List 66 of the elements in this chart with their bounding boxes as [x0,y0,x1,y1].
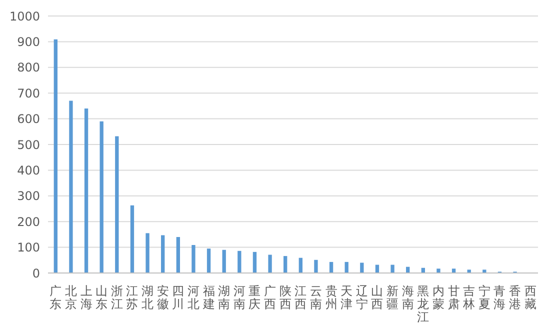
x-tick-label: 贵州 [325,284,338,311]
bar [344,262,348,273]
y-tick-label: 400 [17,163,40,178]
y-tick-label: 800 [17,60,40,75]
bar [192,244,196,273]
y-tick-label: 300 [17,189,40,204]
y-tick-label: 100 [17,240,40,255]
x-tick-label: 山东 [96,284,108,311]
x-tick-label: 湖南 [218,284,230,311]
x-tick-label: 青海 [494,284,506,311]
bar [84,108,88,273]
x-tick-label: 西藏 [524,284,536,311]
bar [360,262,364,273]
x-tick-label: 天津 [340,284,353,311]
x-tick-label: 北京 [64,284,77,311]
x-tick-label: 广西 [264,284,276,311]
x-tick-label: 陕西 [279,284,292,311]
y-tick-label: 600 [17,112,40,126]
x-tick-label: 宁夏 [478,284,490,311]
bar [54,39,58,273]
x-tick-label: 福建 [202,284,215,311]
x-tick-label: 浙江 [110,284,123,311]
bar [115,136,119,273]
x-tick-label: 重庆 [248,284,261,311]
x-tick-label: 河北 [187,284,200,311]
x-tick-label: 新疆 [386,284,399,311]
bar [206,248,211,273]
x-tick-label: 安徽 [156,284,169,311]
x-tick-label: 江西 [294,284,307,311]
bar [268,254,272,273]
bar [176,237,180,273]
bar [436,268,440,273]
x-tick-label: 上海 [80,284,92,311]
y-tick-label: 900 [17,34,40,49]
x-tick-label: 湖北 [142,284,154,311]
x-tick-label: 辽宁 [356,284,368,311]
y-tick-label: 0 [32,266,40,280]
x-tick-label: 吉林 [462,284,476,311]
bar [146,233,150,273]
x-tick-label: 内蒙 [432,284,444,311]
x-tick-label: 河南 [233,284,246,311]
bar [222,250,226,273]
bar [69,100,73,273]
x-tick-label: 甘肃 [448,284,460,311]
x-tick-label: 江苏 [126,284,138,311]
y-tick-label: 700 [17,86,40,100]
bar [314,260,318,273]
y-tick-label: 1000 [9,9,40,24]
bar [238,250,242,273]
y-tick-label: 500 [17,138,40,152]
bar [390,264,394,273]
x-tick-label: 山西 [371,284,384,311]
x-tick-label: 云南 [310,284,322,311]
bar [252,252,257,273]
x-tick-label: 广东 [50,284,62,311]
bar [130,205,134,273]
bar [100,121,104,273]
x-tick-label: 黑龙江 [417,284,430,323]
y-tick-label: 200 [17,214,40,229]
bar [161,235,165,273]
x-tick-label: 海南 [402,284,414,311]
bar [329,262,334,273]
bar [284,256,288,273]
x-tick-label: 香港 [509,284,522,311]
x-tick-label: 四川 [172,284,184,311]
bar [298,258,302,273]
